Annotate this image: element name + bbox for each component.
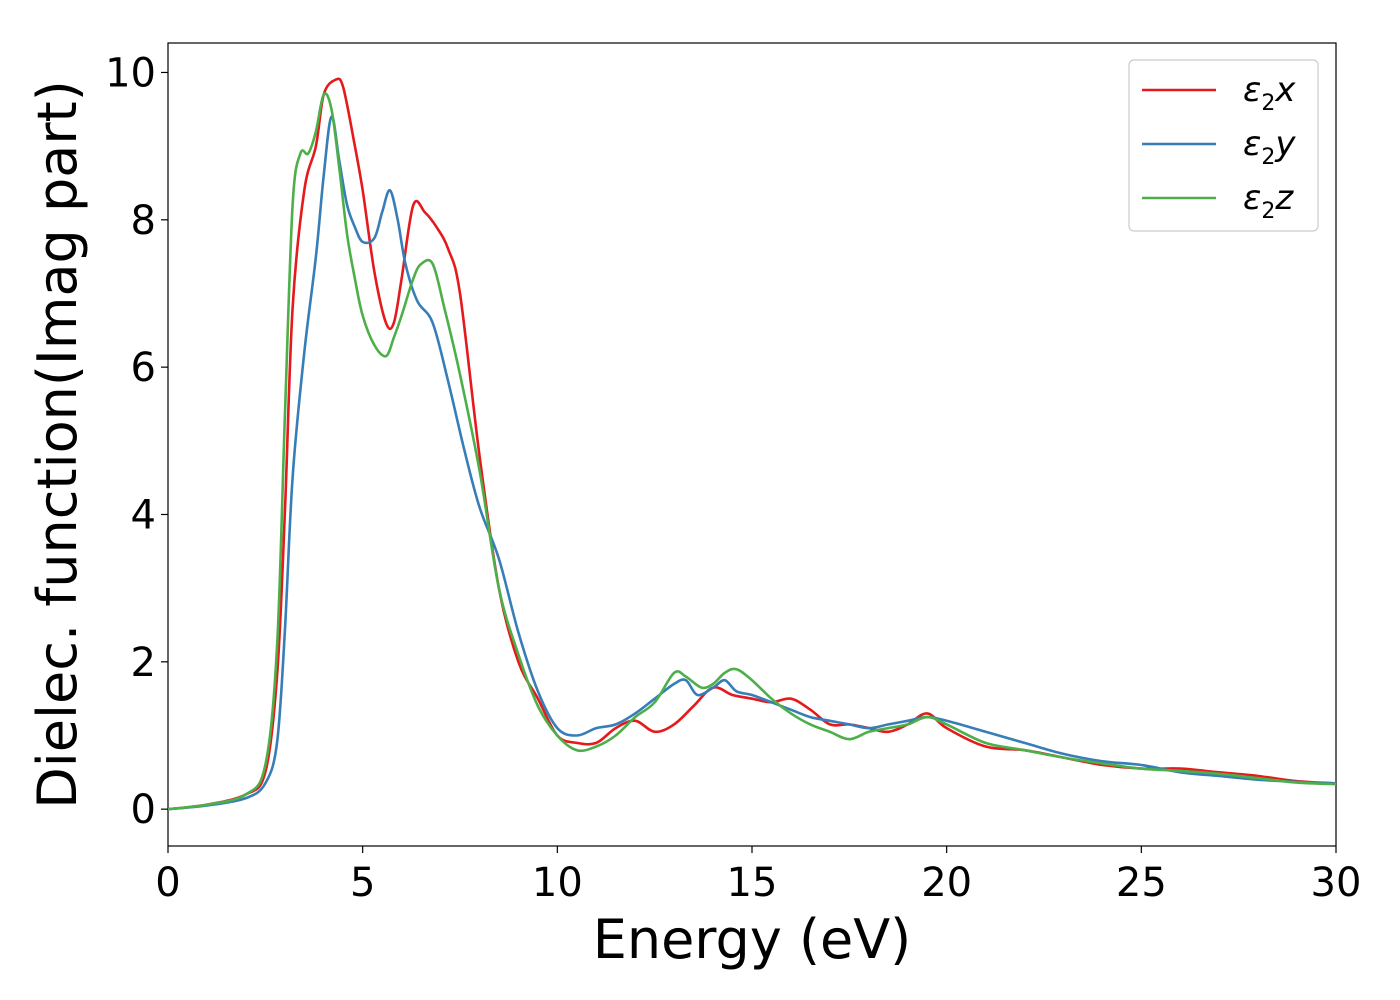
y-tick-label: 6	[131, 345, 156, 391]
x-tick-label: 30	[1311, 860, 1362, 906]
legend-label: ε2z	[1243, 178, 1294, 224]
y-axis: 0 2 4 6 8 10	[105, 50, 168, 833]
series-line-z	[168, 92, 1336, 811]
legend-label: ε2x	[1243, 70, 1296, 116]
y-tick-label: 2	[131, 640, 156, 686]
x-tick-label: 25	[1116, 860, 1167, 906]
y-tick-label: 0	[131, 787, 156, 833]
x-tick-label: 0	[155, 860, 180, 906]
x-axis-label: Energy (eV)	[593, 908, 912, 971]
series-layer	[168, 77, 1336, 811]
x-tick-label: 15	[727, 860, 778, 906]
x-axis: 0 5 10 15 20 25 30	[155, 846, 1361, 906]
y-tick-label: 4	[131, 492, 156, 538]
legend-label: ε2y	[1243, 124, 1296, 170]
legend-frame	[1128, 59, 1319, 232]
x-tick-label: 5	[350, 860, 375, 906]
x-tick-label: 20	[921, 860, 972, 906]
y-axis-label: Dielec. function(Imag part)	[26, 80, 89, 809]
y-tick-label: 10	[105, 50, 156, 96]
x-tick-label: 10	[532, 860, 583, 906]
y-tick-label: 8	[131, 198, 156, 244]
legend: ε2x ε2y ε2z	[1128, 59, 1319, 232]
series-line-y	[168, 115, 1336, 811]
